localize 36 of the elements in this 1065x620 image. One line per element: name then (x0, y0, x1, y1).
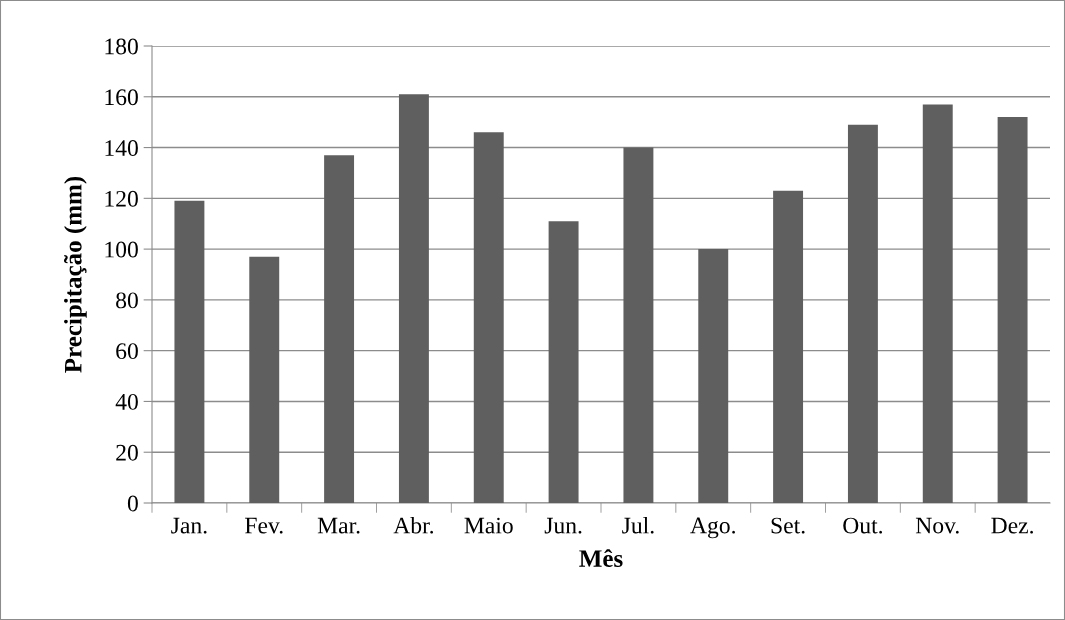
x-tick-label: Jun. (544, 517, 582, 534)
bar (623, 147, 654, 503)
bar (249, 256, 280, 503)
x-tick-label: Maio (464, 517, 513, 534)
bar (698, 249, 729, 503)
x-tick-label: Set. (771, 517, 805, 534)
bar (398, 94, 429, 503)
bar (773, 190, 804, 503)
x-tick-label: Jul. (622, 516, 654, 534)
y-tick-label: 100 (105, 241, 138, 258)
bar (997, 117, 1028, 503)
y-tick-label: 40 (115, 393, 138, 410)
x-tick-label: Out. (843, 517, 883, 534)
y-tick-label: 0 (127, 495, 138, 512)
bar (548, 221, 579, 503)
x-tick-label: Mar. (317, 517, 360, 534)
y-tick-label: 120 (105, 190, 138, 207)
x-tick-label: Jan. (171, 517, 207, 534)
bar (324, 155, 355, 503)
x-tick-label: Nov. (915, 517, 959, 534)
x-tick-label: Ago. (690, 517, 735, 539)
x-tick-label: Dez. (991, 517, 1033, 534)
y-tick-label: 160 (105, 89, 138, 106)
bar (473, 132, 504, 503)
x-tick-label: Abr. (393, 516, 434, 534)
x-tick-label: Fev. (245, 517, 283, 534)
y-tick-label: 60 (116, 343, 138, 360)
y-tick-label: 140 (105, 140, 138, 156)
y-tick-label: 20 (116, 444, 138, 461)
bar (847, 124, 878, 503)
bar (922, 104, 953, 503)
x-axis-title: Mês (579, 549, 623, 568)
y-axis-title: Precipitação (mm) (64, 176, 87, 373)
y-tick-label: 80 (116, 292, 138, 309)
bar (174, 200, 205, 503)
y-tick-label: 180 (105, 38, 138, 55)
